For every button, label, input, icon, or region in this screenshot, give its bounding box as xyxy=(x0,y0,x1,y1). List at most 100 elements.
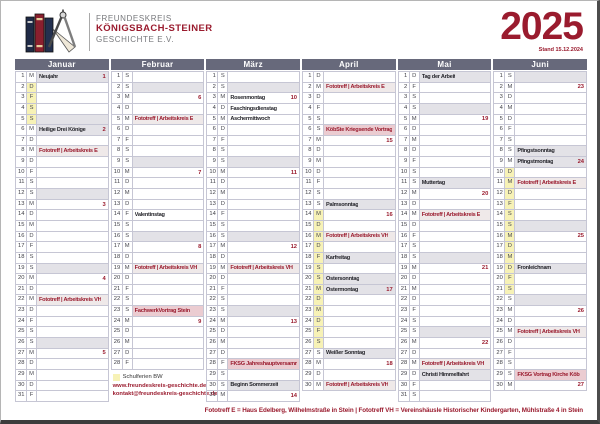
day-number: 21 xyxy=(303,284,315,295)
event-cell xyxy=(228,72,299,82)
weekday-letter: S xyxy=(505,284,516,295)
day-row: 19 M Fototreff | Arbeitskreis VH xyxy=(110,263,205,275)
event-cell xyxy=(420,274,491,284)
day-row: 27 D xyxy=(397,348,492,360)
day-number: 23 xyxy=(207,306,219,316)
day-row: 29 D xyxy=(302,369,396,381)
week-number: 7 xyxy=(198,169,202,176)
event-cell xyxy=(37,306,108,316)
event-cell xyxy=(324,115,395,125)
day-row: 23 F xyxy=(397,306,492,317)
weekday-letter: F xyxy=(314,103,325,114)
calendar-grid: Januar 1 M Neujahr 1 2 D 3 F 4 S 5 S 6 M Heilige Drei K… xyxy=(15,59,588,402)
weekday-letter: S xyxy=(218,295,229,306)
day-number: 1 xyxy=(399,72,410,82)
weekday-letter: S xyxy=(410,103,420,114)
legend: Schulferien BW www.freundeskreis-geschich… xyxy=(111,373,218,399)
day-row: 27 F xyxy=(493,348,588,360)
weekday-letter: S xyxy=(123,306,133,316)
event-cell xyxy=(324,93,395,103)
month-column-februar: Februar 1 S 2 S 3 M 6 4 D 5 M Fototreff | Arbeitskre… xyxy=(110,59,218,402)
event-cell: 12 xyxy=(228,242,299,252)
day-number: 30 xyxy=(207,380,219,391)
weekday-letter: S xyxy=(27,338,37,348)
day-row: 12 M xyxy=(110,189,205,200)
event-cell xyxy=(324,178,395,188)
day-number: 13 xyxy=(494,199,506,210)
day-row: 17 S xyxy=(397,242,492,253)
year-title: 2025 xyxy=(500,5,584,48)
day-row: 8 M Fototreff | Arbeitskreis E xyxy=(15,146,109,158)
event-cell xyxy=(324,189,395,199)
day-number: 5 xyxy=(399,114,410,125)
event-cell xyxy=(324,370,395,380)
day-number: 12 xyxy=(399,189,410,199)
event-cell xyxy=(515,115,586,125)
day-number: 8 xyxy=(112,146,123,157)
day-number: 12 xyxy=(16,189,27,199)
day-number: 2 xyxy=(494,82,506,93)
day-number: 12 xyxy=(207,189,219,199)
day-number: 28 xyxy=(399,359,410,369)
day-row: 24 D xyxy=(302,316,396,328)
day-number: 18 xyxy=(16,252,27,263)
weekday-letter: D xyxy=(27,359,37,369)
weekday-letter: M xyxy=(218,114,229,125)
event-cell xyxy=(420,221,491,231)
event-cell xyxy=(37,136,108,146)
day-row: 21 M xyxy=(397,284,492,296)
day-number: 9 xyxy=(16,157,27,167)
weekday-letter: D xyxy=(410,125,420,135)
day-row: 24 F xyxy=(15,316,109,328)
event-cell xyxy=(515,104,586,114)
event-label: Christi Himmelfahrt xyxy=(421,371,469,378)
day-number: 29 xyxy=(494,369,506,380)
event-cell: Christi Himmelfahrt xyxy=(419,369,491,380)
weekday-letter: S xyxy=(314,348,325,359)
weekday-letter: M xyxy=(410,210,420,220)
day-number: 20 xyxy=(207,274,219,284)
day-row: 26 M xyxy=(206,338,301,349)
day-number: 10 xyxy=(399,167,410,178)
day-row: 1 M Neujahr 1 xyxy=(15,72,109,83)
day-number: 6 xyxy=(16,125,27,135)
event-cell xyxy=(37,381,108,391)
event-cell: 27 xyxy=(515,381,586,391)
event-cell: FachwerkVortrag Stein xyxy=(132,306,204,316)
weekday-letter: M xyxy=(505,231,516,242)
weekday-letter: S xyxy=(218,82,229,93)
event-cell xyxy=(228,146,299,156)
weekday-letter: M xyxy=(27,369,37,380)
event-cell xyxy=(420,93,491,103)
weekday-letter: M xyxy=(314,284,325,295)
day-number: 18 xyxy=(207,252,219,263)
school-holiday-swatch xyxy=(112,373,120,381)
weekday-letter: F xyxy=(410,231,420,242)
day-row: 14 S xyxy=(493,210,588,221)
event-cell xyxy=(228,157,300,167)
day-number: 31 xyxy=(207,391,219,401)
event-cell xyxy=(420,232,491,242)
website-link[interactable]: www.freundeskreis-geschichte.de xyxy=(112,382,207,389)
email-link[interactable]: kontakt@freundeskreis-geschichte.de xyxy=(112,390,218,397)
day-number: 10 xyxy=(494,167,506,178)
weekday-letter: D xyxy=(27,380,37,391)
event-label: Beginn Sommerzeit xyxy=(230,382,279,389)
event-cell: Fototreff | Arbeitskreis VH xyxy=(324,380,395,391)
day-number: 3 xyxy=(16,93,27,103)
weekday-letter: S xyxy=(218,146,229,157)
school-holiday-label: Schulferien BW xyxy=(122,374,163,381)
day-row: 23 M xyxy=(302,306,396,317)
weekday-letter: S xyxy=(218,220,229,231)
day-number: 20 xyxy=(303,274,315,284)
day-number: 18 xyxy=(112,252,123,263)
event-label: KöbSte Kriegsende Vortrag xyxy=(326,127,393,134)
event-cell: Beginn Sommerzeit xyxy=(228,380,300,391)
event-cell xyxy=(228,210,299,220)
